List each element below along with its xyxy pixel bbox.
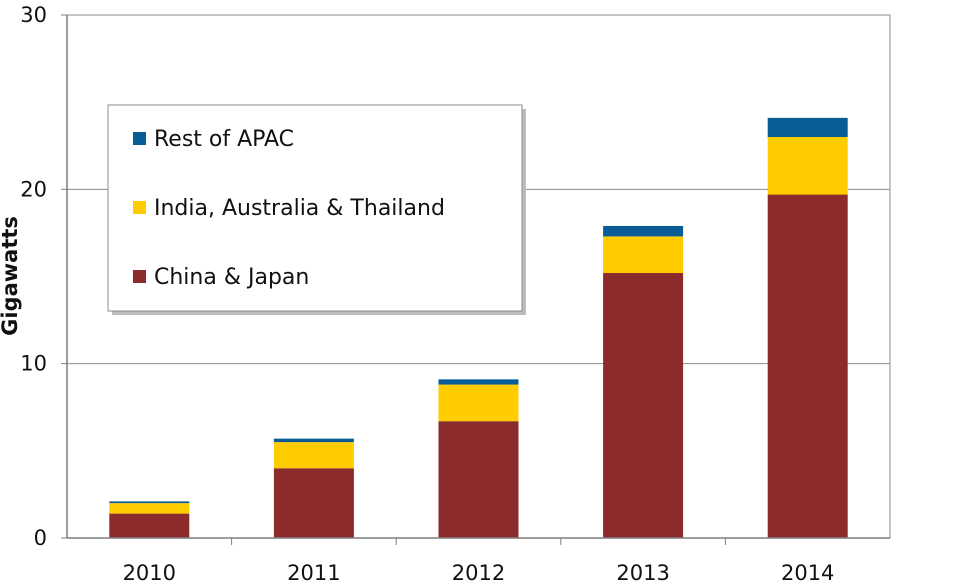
bar-segment: [273, 442, 354, 469]
y-tick-label: 0: [34, 526, 47, 550]
legend: Rest of APAC India, Australia & Thailand C…: [107, 104, 526, 315]
x-tick-label: 2014: [781, 561, 834, 585]
legend-box: [107, 104, 523, 312]
bar-segment: [273, 438, 354, 443]
legend-swatch: [133, 201, 146, 214]
bar-segment: [767, 117, 848, 138]
x-tick-labels: 2010 2011 2012 2013 2014: [123, 561, 835, 585]
legend-entry: Rest of APAC: [154, 127, 294, 152]
x-tick-label: 2010: [123, 561, 176, 585]
x-tick-label: 2011: [287, 561, 340, 585]
y-tick-label: 10: [20, 352, 47, 376]
legend-swatch: [133, 270, 146, 283]
bar-segment: [273, 468, 354, 538]
legend-entry: India, Australia & Thailand: [154, 196, 445, 221]
y-tick-label: 30: [20, 3, 47, 27]
bar-segment: [767, 194, 848, 538]
bar-segment: [109, 501, 190, 504]
axes: [61, 14, 891, 545]
y-tick-labels: 0 10 20 30: [20, 3, 47, 550]
bar-segment: [438, 421, 519, 538]
bars: [109, 117, 848, 538]
legend-swatch: [133, 132, 146, 145]
y-tick-label: 20: [20, 177, 47, 201]
bar-segment: [603, 273, 684, 538]
y-axis-title: Gigawatts: [0, 216, 22, 336]
bar-segment: [109, 503, 190, 514]
bar-segment: [603, 225, 684, 237]
bar-segment: [109, 513, 190, 538]
x-tick-label: 2012: [452, 561, 505, 585]
x-tick-label: 2013: [616, 561, 669, 585]
bar-segment: [438, 384, 519, 422]
legend-entry: China & Japan: [154, 265, 309, 290]
bar-segment: [767, 137, 848, 195]
bar-segment: [438, 379, 519, 385]
bar-segment: [603, 236, 684, 274]
